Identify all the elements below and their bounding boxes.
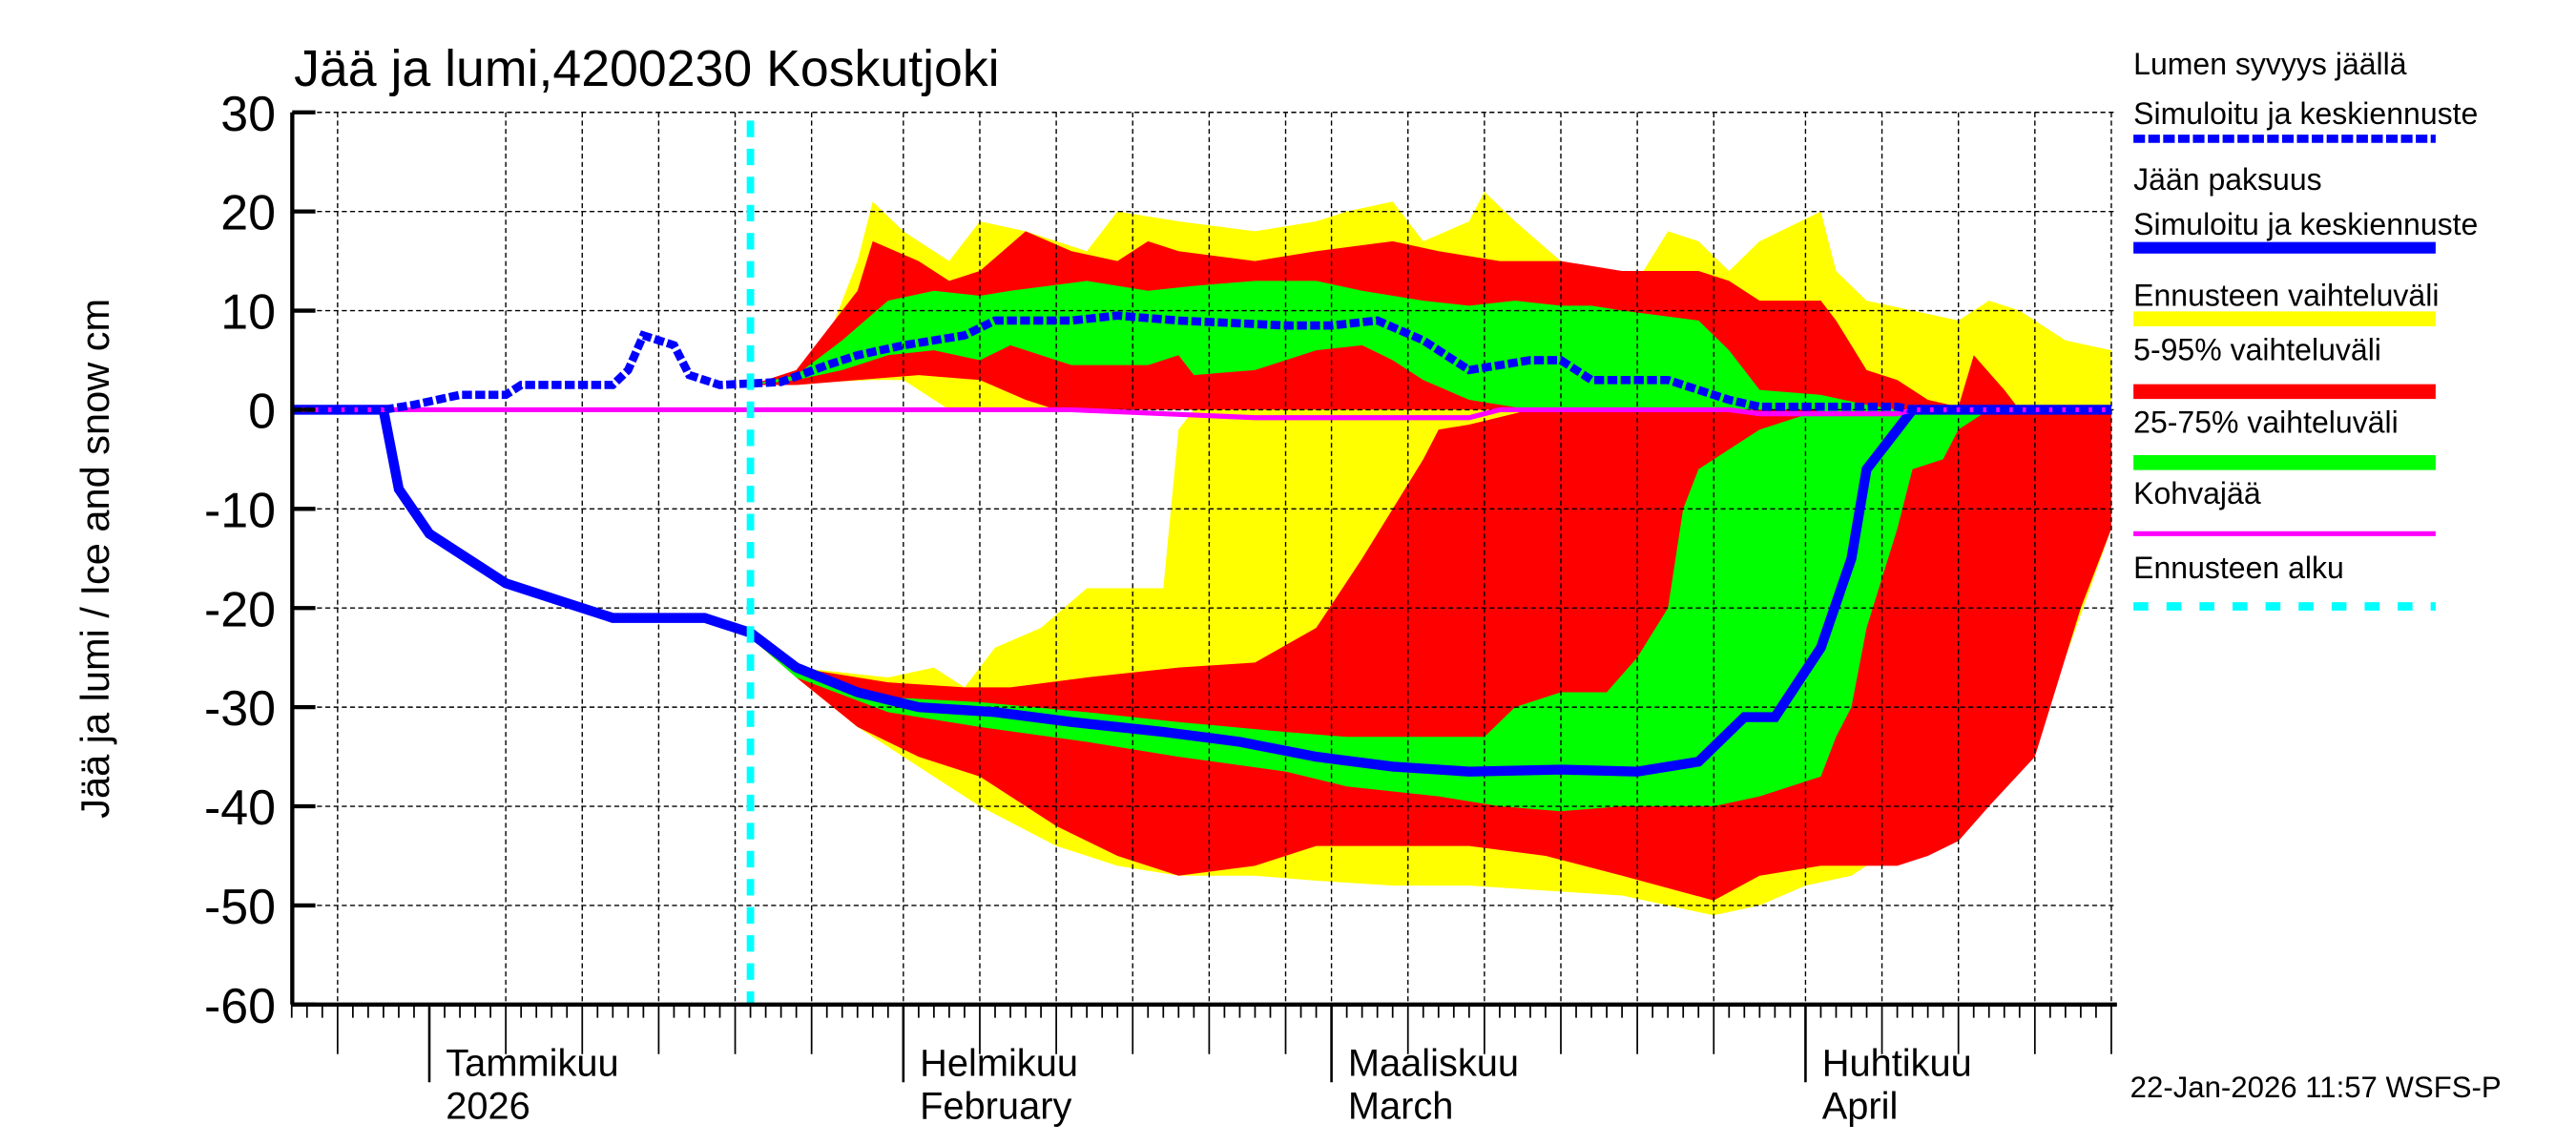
- legend-sublabel: Simuloitu ja keskiennuste: [2133, 96, 2478, 131]
- month-label: Maaliskuu: [1348, 1042, 1519, 1084]
- y-tick-label: -60: [204, 979, 276, 1034]
- month-label: Huhtikuu: [1822, 1042, 1972, 1084]
- month-sublabel: 2026: [446, 1085, 530, 1127]
- month-sublabel: March: [1348, 1085, 1454, 1127]
- legend-label: Ennusteen alku: [2133, 551, 2344, 585]
- chart-title: Jää ja lumi,4200230 Koskutjoki: [294, 40, 1000, 97]
- forecast-bands: [750, 191, 2111, 916]
- snow-depth-line: [291, 311, 2111, 414]
- y-tick-label: -40: [204, 781, 276, 836]
- y-tick-label: 20: [220, 186, 276, 241]
- legend: Lumen syvyys jäällä Simuloitu ja keskienn…: [2133, 47, 2478, 611]
- y-tick-label: 30: [220, 87, 276, 142]
- y-tick-label: -20: [204, 582, 276, 637]
- series-lines: [291, 120, 2111, 1005]
- legend-label: Ennusteen vaihteluväli: [2133, 278, 2439, 312]
- month-label: Tammikuu: [446, 1042, 618, 1084]
- y-tick-label: 0: [248, 384, 276, 439]
- legend-label: 25-75% vaihteluväli: [2133, 406, 2399, 440]
- y-tick-label: -10: [204, 483, 276, 538]
- slush-ice-line: [291, 406, 2111, 421]
- legend-label: Lumen syvyys jäällä: [2133, 47, 2407, 81]
- y-tick-label: -50: [204, 880, 276, 935]
- month-label: Helmikuu: [920, 1042, 1078, 1084]
- legend-label: Jään paksuus: [2133, 162, 2322, 197]
- timestamp: 22-Jan-2026 11:57 WSFS-P: [2130, 1071, 2502, 1104]
- legend-label: Kohvajää: [2133, 476, 2261, 510]
- y-axis-label: Jää ja lumi / Ice and snow cm: [73, 299, 117, 819]
- y-tick-label: 10: [220, 285, 276, 341]
- legend-sublabel: Simuloitu ja keskiennuste: [2133, 207, 2478, 241]
- ice-thickness-line: [291, 405, 2111, 777]
- legend-label: 5-95% vaihteluväli: [2133, 332, 2381, 366]
- month-sublabel: April: [1822, 1085, 1899, 1127]
- month-sublabel: February: [920, 1085, 1071, 1127]
- y-tick-label: -30: [204, 681, 276, 737]
- ice-band-25-75: [750, 409, 2111, 812]
- grid: [292, 112, 2117, 1005]
